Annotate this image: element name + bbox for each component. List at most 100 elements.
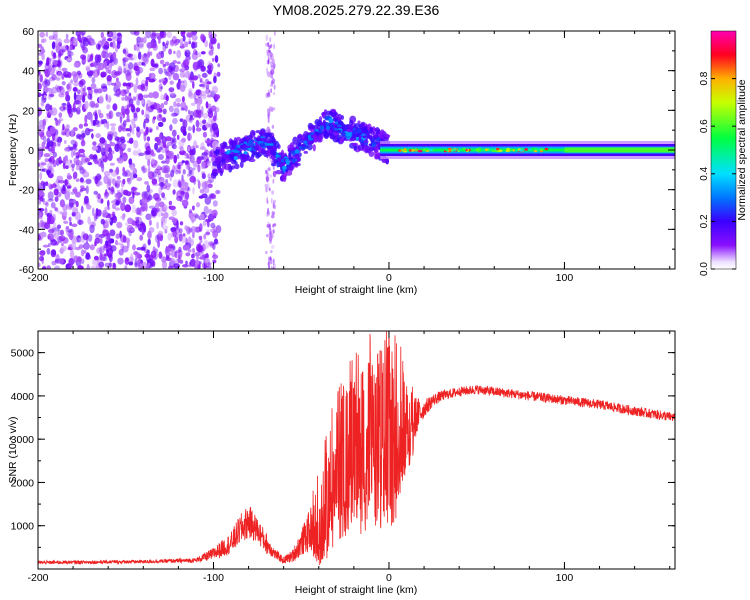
noise-blob bbox=[192, 248, 195, 253]
noise-blob bbox=[62, 245, 67, 252]
noise-blob bbox=[143, 190, 151, 200]
dc-line-blob bbox=[544, 147, 549, 151]
noise-blob bbox=[188, 88, 193, 95]
noise-blob bbox=[116, 221, 123, 229]
noise-blob bbox=[124, 264, 128, 269]
noise-blob bbox=[147, 159, 151, 167]
noise-blob bbox=[87, 93, 92, 100]
noise-blob bbox=[65, 226, 69, 230]
noise-blob bbox=[135, 107, 141, 113]
dc-line-blob bbox=[462, 149, 466, 152]
noise-band-blob bbox=[270, 64, 274, 69]
noise-blob bbox=[138, 61, 142, 66]
chart-title: YM08.2025.279.22.39.E36 bbox=[273, 2, 440, 18]
dc-line-blob bbox=[515, 149, 519, 152]
noise-blob bbox=[100, 119, 104, 125]
noise-blob bbox=[106, 121, 110, 130]
noise-blob bbox=[139, 234, 144, 241]
noise-blob bbox=[122, 178, 126, 185]
noise-blob bbox=[132, 96, 137, 101]
signal-blob bbox=[224, 145, 230, 150]
noise-blob bbox=[54, 117, 57, 121]
noise-blob bbox=[188, 169, 193, 176]
noise-blob bbox=[204, 196, 212, 205]
noise-blob bbox=[67, 175, 73, 180]
noise-blob bbox=[82, 233, 89, 241]
noise-blob bbox=[181, 235, 187, 244]
noise-blob bbox=[54, 207, 59, 212]
noise-blob bbox=[73, 255, 79, 263]
noise-blob bbox=[167, 265, 174, 269]
noise-blob bbox=[211, 38, 216, 45]
noise-blob bbox=[162, 108, 167, 115]
noise-blob bbox=[161, 160, 167, 164]
noise-blob bbox=[122, 166, 125, 174]
noise-blob bbox=[145, 79, 149, 87]
noise-blob bbox=[159, 31, 165, 38]
signal-blob bbox=[325, 110, 333, 116]
noise-blob bbox=[125, 222, 129, 227]
noise-blob bbox=[83, 85, 87, 93]
noise-blob bbox=[102, 209, 108, 218]
noise-blob bbox=[69, 199, 75, 204]
noise-blob bbox=[144, 113, 148, 119]
noise-blob bbox=[50, 145, 56, 154]
noise-blob bbox=[187, 146, 190, 152]
noise-blob bbox=[144, 181, 149, 185]
noise-blob bbox=[140, 99, 145, 104]
signal-core-blob bbox=[248, 139, 254, 145]
noise-blob bbox=[152, 91, 159, 99]
noise-blob bbox=[124, 51, 129, 57]
noise-blob bbox=[148, 92, 154, 99]
noise-blob bbox=[156, 125, 159, 131]
noise-blob bbox=[208, 208, 213, 215]
noise-blob bbox=[179, 228, 183, 234]
noise-blob bbox=[168, 87, 175, 93]
signal-core-blob bbox=[234, 150, 240, 154]
noise-band-blob bbox=[272, 107, 276, 111]
noise-blob bbox=[104, 206, 108, 211]
signal-blob bbox=[323, 131, 330, 139]
signal-core-blob bbox=[346, 125, 351, 129]
signal-core-blob bbox=[336, 124, 342, 128]
noise-blob bbox=[66, 101, 71, 109]
noise-blob bbox=[140, 83, 145, 92]
noise-blob bbox=[142, 167, 148, 173]
noise-blob bbox=[205, 84, 210, 90]
signal-core-blob bbox=[366, 133, 371, 139]
noise-blob bbox=[119, 230, 122, 239]
noise-band-blob bbox=[270, 250, 273, 254]
noise-band-blob bbox=[271, 190, 274, 195]
noise-blob bbox=[121, 96, 125, 101]
noise-band-blob bbox=[266, 92, 270, 97]
noise-blob bbox=[171, 244, 176, 250]
noise-band-blob bbox=[269, 174, 273, 179]
noise-blob bbox=[122, 120, 127, 127]
noise-blob bbox=[77, 219, 84, 225]
noise-blob bbox=[63, 70, 67, 77]
noise-blob bbox=[104, 222, 109, 228]
noise-blob bbox=[128, 261, 134, 266]
noise-blob bbox=[69, 249, 75, 259]
noise-blob bbox=[160, 221, 164, 228]
noise-blob bbox=[176, 220, 179, 229]
noise-blob bbox=[112, 178, 116, 185]
noise-blob bbox=[136, 46, 140, 52]
noise-blob bbox=[217, 42, 221, 50]
noise-blob bbox=[148, 72, 152, 80]
noise-blob bbox=[73, 150, 76, 156]
noise-blob bbox=[111, 41, 116, 49]
noise-blob bbox=[44, 77, 48, 83]
noise-blob bbox=[133, 31, 140, 36]
noise-blob bbox=[67, 184, 72, 189]
noise-blob bbox=[122, 89, 130, 95]
noise-band-blob bbox=[269, 256, 272, 261]
noise-blob bbox=[185, 183, 189, 191]
noise-blob bbox=[50, 107, 58, 116]
noise-blob bbox=[202, 131, 207, 138]
noise-blob bbox=[59, 247, 64, 255]
x-tick-label: 0 bbox=[386, 272, 392, 284]
signal-blob bbox=[360, 121, 366, 126]
noise-blob bbox=[139, 211, 143, 216]
noise-blob bbox=[114, 192, 121, 199]
